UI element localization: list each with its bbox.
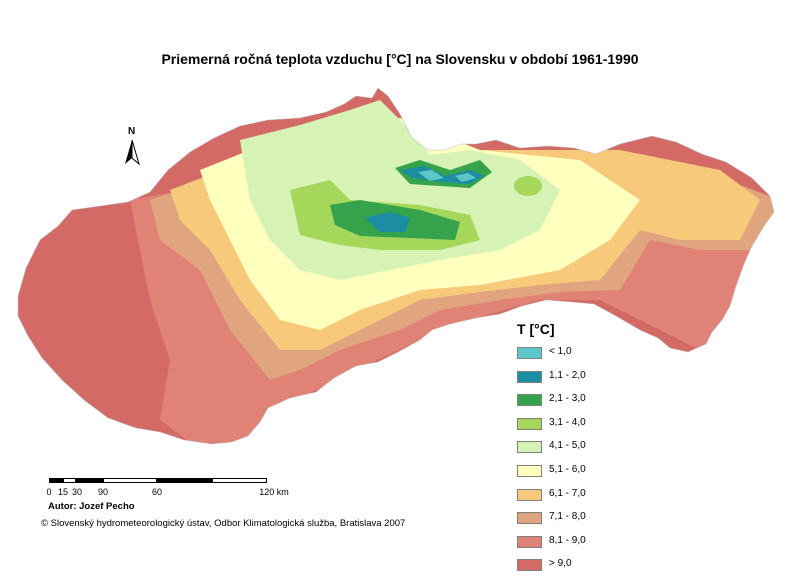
legend-swatch	[517, 394, 542, 407]
legend-label: > 9,0	[549, 558, 572, 570]
map-title: Priemerná ročná teplota vzduchu [°C] na …	[161, 51, 639, 67]
scale-tick-label: 90	[97, 487, 109, 497]
zone-3-4-east	[514, 176, 542, 196]
scale-tick-label: 60	[151, 487, 163, 497]
legend-label: 7,1 - 8,0	[549, 511, 586, 523]
scale-tick-label: 120 km	[259, 487, 289, 497]
legend-swatch	[517, 347, 542, 359]
zone-below-1-b	[455, 173, 476, 182]
scale-segment	[63, 478, 76, 483]
legend-swatch	[517, 488, 542, 501]
legend-label: 3,1 - 4,0	[549, 416, 586, 428]
country-border	[17, 87, 775, 445]
scale-segment	[76, 478, 103, 483]
scale-tick-label: 15	[57, 487, 69, 497]
legend-label: < 1,0	[549, 346, 572, 357]
temperature-zones	[18, 88, 774, 444]
scale-segment	[103, 478, 157, 483]
legend-label: 2,1 - 3,0	[549, 393, 586, 405]
scale-segment	[212, 478, 267, 483]
copyright-note: © Slovenský hydrometeorologický ústav, O…	[41, 518, 406, 529]
legend-swatch	[517, 370, 542, 383]
legend-label: 6,1 - 7,0	[549, 487, 586, 499]
legend-swatch	[517, 464, 542, 477]
scale-bar	[49, 478, 267, 483]
north-arrow-icon	[125, 139, 140, 166]
slovakia-temperature-map	[17, 87, 775, 445]
legend-swatch	[517, 535, 542, 548]
zone-below-1	[418, 170, 444, 181]
legend-label: 1,1 - 2,0	[549, 369, 586, 381]
legend-swatch	[517, 512, 542, 525]
zone-1-2	[365, 212, 410, 232]
legend-label: 5,1 - 6,0	[549, 463, 586, 475]
legend-swatch	[517, 417, 542, 430]
scale-segment	[49, 478, 63, 483]
legend-label: 8,1 - 9,0	[549, 534, 586, 546]
scale-tick-label: 30	[71, 487, 83, 497]
legend-swatch	[517, 441, 542, 454]
legend-title: T [°C]	[517, 321, 555, 337]
north-label: N	[128, 126, 136, 137]
legend-label: 4,1 - 5,0	[549, 440, 586, 452]
scale-segment	[157, 478, 212, 483]
author-credit: Autor: Jozef Pecho	[48, 501, 135, 512]
scale-tick-label: 0	[46, 487, 52, 497]
legend-swatch	[517, 559, 542, 572]
